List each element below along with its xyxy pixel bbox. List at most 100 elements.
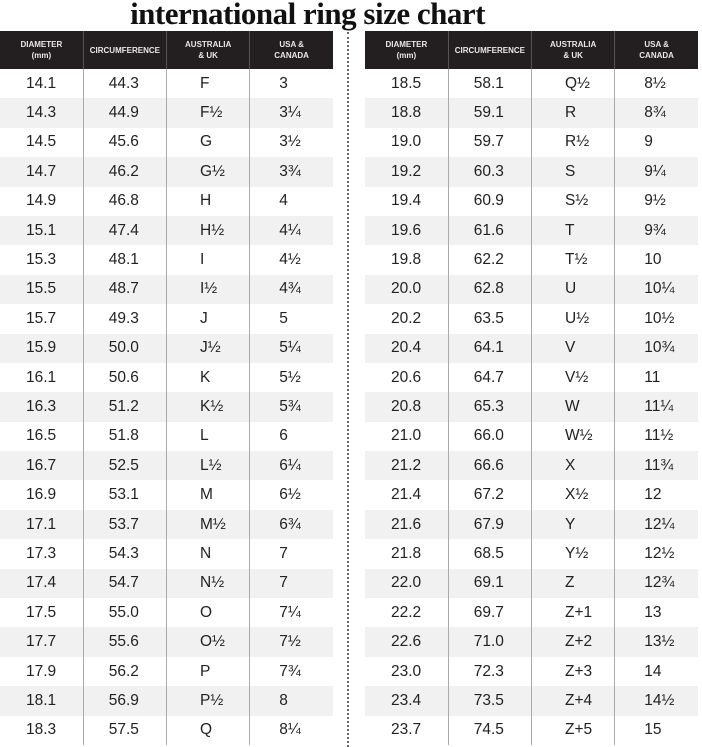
table-row: 15.3 48.1 I 4½: [0, 245, 333, 275]
cell-diameter: 19.6: [365, 215, 449, 246]
cell-australia-uk: R: [530, 98, 615, 128]
cell-diameter: 23.7: [391, 721, 422, 739]
cell-circumference: 45.6: [82, 127, 167, 158]
cell-diameter: 20.2: [391, 309, 422, 327]
cell-circumference: 56.2: [82, 656, 167, 687]
cell-usa-canada: 7: [249, 568, 333, 599]
cell-australia-uk: I: [165, 245, 250, 275]
cell-australia-uk: Q½: [530, 69, 615, 99]
cell-diameter: 22.2: [391, 603, 422, 621]
cell-usa-canada: 8: [249, 686, 333, 716]
cell-diameter: 19.2: [365, 157, 449, 187]
cell-diameter: 17.1: [0, 509, 84, 540]
cell-australia-uk: S: [530, 157, 615, 187]
cell-diameter: 17.5: [26, 603, 57, 621]
table-row: 20.4 64.1 V 10¾: [365, 333, 698, 363]
cell-circumference: 74.5: [447, 715, 532, 745]
cell-circumference: 44.9: [82, 98, 167, 128]
table-row: 17.1 53.7 M½ 6¾: [0, 509, 333, 540]
cell-circumference: 55.6: [82, 627, 167, 657]
cell-diameter: 15.5: [0, 274, 84, 305]
header-row: DIAMETER (mm) CIRCUMFERENCE AUSTRALIA & …: [365, 31, 698, 69]
cell-australia-uk: J: [165, 304, 250, 334]
cell-diameter: 20.8: [365, 392, 449, 422]
cell-diameter: 16.7: [0, 451, 84, 481]
cell-australia-uk: V½: [530, 362, 615, 393]
cell-circumference: 69.7: [447, 598, 532, 628]
table-row: 17.4 54.7 N½ 7: [0, 568, 333, 599]
table-row: 18.5 58.1 Q½ 8½: [365, 69, 698, 99]
table-row: 18.8 59.1 R 8¾: [365, 98, 698, 128]
cell-usa-canada: 3: [249, 69, 333, 99]
cell-circumference: 59.1: [447, 98, 532, 128]
cell-circumference: 64.7: [447, 362, 532, 393]
cell-diameter: 17.4: [0, 568, 84, 599]
cell-circumference: 50.0: [82, 333, 167, 363]
header-australia-uk: AUSTRALIA & UK: [165, 31, 250, 69]
table-row: 16.7 52.5 L½ 6¼: [0, 451, 333, 481]
cell-australia-uk: S½: [530, 186, 615, 216]
cell-usa-canada: 10¼: [614, 274, 698, 305]
cell-australia-uk: O½: [165, 627, 250, 657]
cell-usa-canada: 4½: [249, 245, 333, 275]
table-row: 23.4 73.5 Z+4 14½: [365, 686, 698, 716]
table-row: 15.5 48.7 I½ 4¾: [0, 274, 333, 305]
cell-australia-uk: U½: [530, 304, 615, 334]
cell-circumference: 73.5: [447, 686, 532, 716]
cell-diameter: 18.1: [0, 686, 84, 716]
cell-circumference: 57.5: [82, 715, 167, 745]
cell-usa-canada: 7¼: [249, 598, 333, 628]
cell-diameter: 14.7: [0, 157, 84, 187]
cell-circumference: 55.0: [82, 598, 167, 628]
table-row: 21.8 68.5 Y½ 12½: [365, 539, 698, 569]
cell-circumference: 49.3: [82, 304, 167, 334]
cell-australia-uk: N: [165, 539, 250, 569]
cell-australia-uk: Q: [165, 715, 250, 745]
table-row: 15.9 50.0 J½ 5¼: [0, 333, 333, 363]
cell-circumference: 53.1: [82, 480, 167, 510]
cell-usa-canada: 3¾: [249, 157, 333, 187]
cell-usa-canada: 8¾: [614, 98, 698, 128]
cell-circumference: 48.7: [82, 274, 167, 305]
cell-circumference: 60.9: [447, 186, 532, 216]
table-row: 21.6 67.9 Y 12¼: [365, 509, 698, 540]
cell-circumference: 62.8: [447, 274, 532, 305]
table-row: 22.6 71.0 Z+2 13½: [365, 627, 698, 657]
cell-australia-uk: P: [165, 656, 250, 687]
cell-diameter: 15.9: [0, 333, 84, 363]
cell-australia-uk: F: [165, 69, 250, 99]
cell-usa-canada: 12: [614, 480, 698, 510]
cell-usa-canada: 7½: [249, 627, 333, 657]
cell-usa-canada: 5: [249, 304, 333, 334]
table-row: 21.2 66.6 X 11¾: [365, 451, 698, 481]
table-row: 19.8 62.2 T½ 10: [365, 245, 698, 275]
table-row: 19.4 60.9 S½ 9½: [365, 186, 698, 216]
cell-usa-canada: 13½: [614, 627, 698, 657]
cell-australia-uk: M½: [165, 509, 250, 540]
cell-circumference: 66.0: [447, 421, 532, 452]
cell-circumference: 60.3: [447, 157, 532, 187]
cell-usa-canada: 11½: [614, 421, 698, 452]
cell-usa-canada: 10¾: [614, 333, 698, 363]
cell-usa-canada: 11: [614, 362, 698, 393]
cell-australia-uk: Y: [530, 509, 615, 540]
table-row: 15.1 47.4 H½ 4¼: [0, 215, 333, 246]
cell-usa-canada: 10: [614, 245, 698, 275]
cell-usa-canada: 9: [614, 127, 698, 158]
cell-circumference: 68.5: [447, 539, 532, 569]
cell-diameter: 19.8: [391, 251, 422, 269]
cell-australia-uk: J½: [165, 333, 250, 363]
cell-australia-uk: T: [530, 215, 615, 246]
table-row: 19.2 60.3 S 9¼: [365, 157, 698, 187]
cell-usa-canada: 10½: [614, 304, 698, 334]
cell-diameter: 17.9: [26, 662, 57, 680]
cell-australia-uk: H: [165, 186, 250, 216]
header-row: DIAMETER (mm) CIRCUMFERENCE AUSTRALIA & …: [0, 31, 333, 69]
cell-circumference: 71.0: [447, 627, 532, 657]
cell-circumference: 67.2: [447, 480, 532, 510]
cell-australia-uk: X: [530, 451, 615, 481]
cell-australia-uk: K: [165, 362, 250, 393]
cell-australia-uk: T½: [530, 245, 615, 275]
cell-diameter: 22.6: [365, 627, 449, 657]
cell-australia-uk: O: [165, 598, 250, 628]
